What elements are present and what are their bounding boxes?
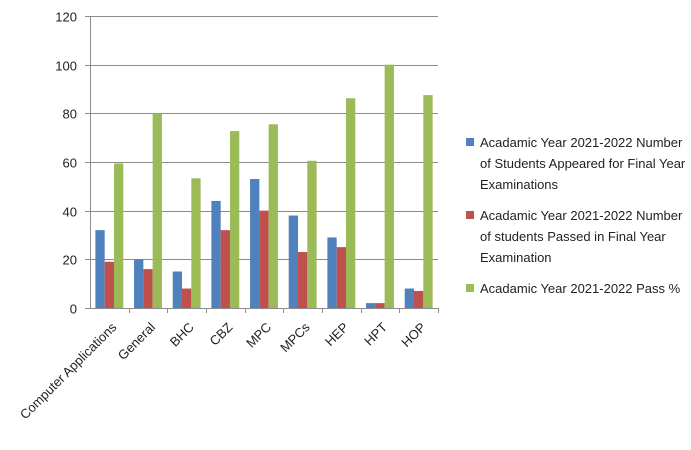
y-tick-label: 20 [63,253,77,268]
bar-appeared [172,271,183,308]
bar-appeared [366,303,376,308]
x-tick-label: HEP [322,320,352,350]
x-tick-label: BHC [167,320,197,350]
bar-appeared [211,200,221,308]
bar-pass-percent [345,98,356,308]
x-tick-label: CBZ [206,319,235,348]
bar-passed [298,252,308,308]
legend-item-pass-percent: Acadamic Year 2021-2022 Pass % [466,278,688,299]
bar-appeared [250,179,260,308]
bar-appeared [404,288,415,308]
x-tick-label: HOP [398,320,429,351]
legend-swatch-appeared [466,138,474,146]
bar-pass-percent [423,95,433,308]
bar-pass-percent [113,163,124,308]
bar-pass-percent [191,178,201,308]
bar-appeared [288,215,299,308]
bar-passed [182,288,192,308]
y-tick-label: 60 [63,156,77,171]
legend-label-pass-percent: Acadamic Year 2021-2022 Pass % [480,281,681,296]
bar-passed [414,290,424,308]
bar-pass-percent [268,124,278,309]
bar-passed [375,303,385,308]
x-tick-label: MPCs [277,319,313,355]
bar-pass-percent [152,113,162,308]
bar-passed [220,230,230,308]
legend-item-appeared: Acadamic Year 2021-2022 Number of Studen… [466,132,688,195]
axes [90,16,439,313]
bar-pass-percent [229,131,240,308]
bars [95,64,433,309]
legend-label-passed: Acadamic Year 2021-2022 Number of studen… [480,208,683,265]
y-tick-label: 100 [55,59,77,74]
bar-pass-percent [307,160,317,308]
legend: Acadamic Year 2021-2022 Number of Studen… [466,132,688,309]
bar-appeared [134,259,144,308]
legend-swatch-pass-percent [466,284,474,292]
y-tick-label: 80 [63,107,77,122]
bar-passed [104,261,114,308]
x-tick-label: MPC [243,320,274,351]
y-tick-label: 0 [70,302,77,317]
bar-passed [336,247,346,308]
legend-item-passed: Acadamic Year 2021-2022 Number of studen… [466,205,688,268]
bar-passed [259,210,269,308]
y-tick-labels: 0 20 40 60 80 100 120 [55,10,77,317]
bar-passed [143,269,153,308]
x-tick-label: Computer Applications [17,319,120,422]
y-tick-label: 120 [55,10,77,25]
legend-label-appeared: Acadamic Year 2021-2022 Number of Studen… [480,135,686,192]
bar-appeared [95,230,105,308]
legend-swatch-passed [466,211,474,219]
x-tick-label: HPT [361,319,390,348]
y-tick-label: 40 [63,205,77,220]
bar-pass-percent [384,64,394,309]
x-tick-label: General [115,319,158,362]
bar-appeared [327,237,337,308]
